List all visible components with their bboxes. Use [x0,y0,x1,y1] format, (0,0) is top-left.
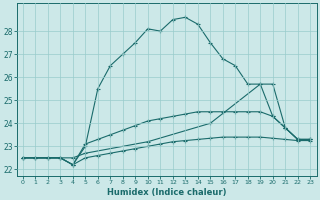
X-axis label: Humidex (Indice chaleur): Humidex (Indice chaleur) [107,188,226,197]
